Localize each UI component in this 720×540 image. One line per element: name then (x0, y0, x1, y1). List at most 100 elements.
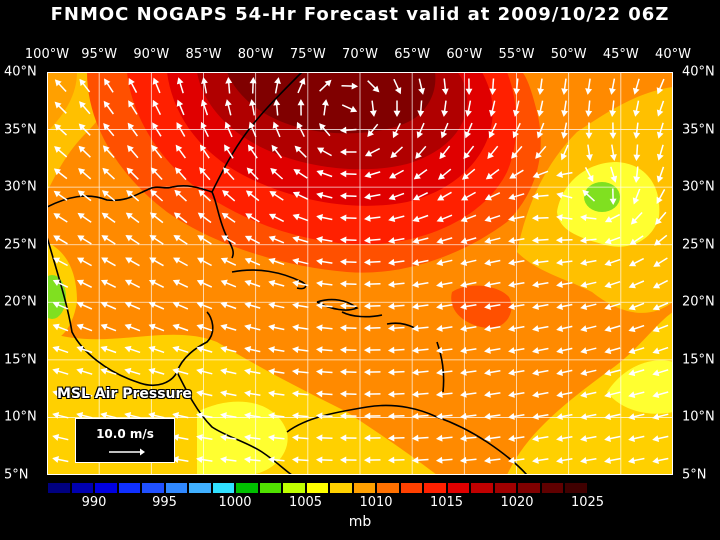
wind-arrow (508, 259, 525, 266)
wind-arrow (124, 323, 141, 332)
wind-arrow (436, 346, 453, 354)
wind-arrow (652, 369, 669, 377)
wind-arrow (196, 367, 213, 375)
wind-arrow (339, 148, 357, 156)
wind-arrow (412, 237, 429, 245)
wind-arrow (580, 413, 597, 421)
wind-arrow (561, 122, 568, 139)
wind-arrow (196, 434, 213, 441)
colorbar (47, 482, 588, 494)
wind-arrow (124, 411, 141, 419)
wind-arrow (363, 324, 381, 332)
wind-arrow (339, 302, 357, 310)
wind-arrow (339, 258, 357, 266)
wind-arrow (149, 212, 164, 224)
wind-arrow (315, 324, 333, 332)
wind-arrow (484, 214, 501, 223)
wind-arrow (52, 367, 69, 375)
wind-arrow (296, 121, 305, 138)
wind-arrow (291, 368, 309, 376)
colorbar-tick-label: 1005 (288, 495, 323, 510)
wind-arrow (532, 457, 549, 464)
wind-arrow (339, 456, 357, 464)
colorbar-swatch (470, 482, 494, 494)
colorbar-tick-label: 1010 (359, 495, 393, 510)
wind-arrow (319, 79, 332, 92)
wind-arrow (363, 368, 381, 376)
wind-arrow (369, 100, 377, 117)
wind-arrow (315, 434, 333, 442)
wind-arrow (196, 412, 213, 419)
wind-arrow (580, 435, 597, 442)
wind-arrow (484, 259, 501, 267)
wind-arrow (221, 212, 236, 223)
wind-arrow (101, 235, 116, 245)
wind-arrow (556, 191, 573, 199)
wind-arrow (270, 167, 284, 180)
wind-arrow (220, 390, 237, 397)
wind-arrow (341, 104, 358, 113)
wind-arrow (339, 280, 357, 288)
wind-arrow (268, 213, 285, 223)
wind-arrow (172, 323, 189, 332)
wind-arrow (246, 167, 259, 180)
wind-arrow (628, 324, 645, 333)
colorbar-swatch (47, 482, 71, 494)
wind-arrow (392, 122, 401, 139)
wind-arrow (367, 80, 380, 93)
wind-arrow (268, 301, 285, 309)
wind-arrow (556, 214, 573, 222)
wind-arrow (415, 145, 427, 159)
wind-arrow (561, 100, 569, 117)
wind-arrow (609, 188, 617, 206)
wind-arrow (460, 346, 477, 354)
wind-arrow (172, 367, 189, 375)
wind-arrow (460, 412, 477, 420)
wind-arrow (197, 212, 212, 224)
wind-arrow (460, 259, 477, 266)
wind-arrow (489, 100, 496, 117)
wind-arrow (339, 346, 357, 354)
wind-arrow (199, 144, 210, 159)
wind-arrow (436, 214, 453, 223)
wind-arrow (484, 412, 501, 420)
wind-arrow (76, 345, 93, 354)
lat-tick-label-left: 35°N (4, 122, 37, 138)
wind-arrow (101, 257, 116, 267)
wind-arrow (556, 281, 573, 288)
wind-arrow (580, 457, 597, 464)
wind-arrow (53, 190, 68, 201)
wind-arrow (124, 367, 141, 375)
wind-arrow (412, 214, 429, 223)
wind-arrow (556, 258, 573, 266)
wind-arrow (292, 279, 309, 287)
wind-arrow (244, 257, 261, 266)
wind-arrow (244, 301, 261, 309)
lon-tick-label: 75°W (289, 47, 326, 62)
wind-arrow (244, 346, 261, 353)
wind-arrow (388, 258, 405, 266)
wind-arrow (436, 259, 453, 266)
wind-arrow (292, 213, 309, 222)
wind-arrow (556, 369, 573, 376)
wind-arrow (100, 301, 117, 310)
wind-arrow (604, 413, 621, 420)
wind-arrow (124, 345, 141, 354)
wind-arrow (124, 301, 141, 310)
wind-arrow (531, 214, 549, 222)
wind-arrow (148, 389, 165, 397)
wind-arrow (484, 390, 501, 398)
lat-tick-label-right: 25°N (682, 237, 715, 253)
wind-arrow (363, 390, 381, 398)
wind-arrow (176, 99, 185, 116)
wind-arrow (267, 434, 285, 442)
wind-arrow (485, 168, 500, 180)
pressure-region-1025 (227, 72, 436, 134)
wind-arrow (174, 167, 187, 181)
wind-arrow (508, 347, 525, 354)
wind-arrow (247, 144, 258, 159)
wind-arrow (126, 190, 140, 202)
wind-arrow (78, 145, 91, 158)
wind-arrow (52, 434, 69, 441)
wind-arrow (532, 325, 549, 332)
